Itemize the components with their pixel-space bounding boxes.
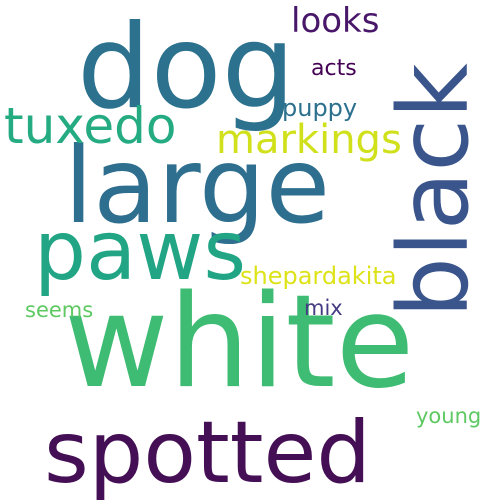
word-puppy: puppy — [282, 94, 358, 122]
word-looks: looks — [291, 1, 380, 41]
word-young: young — [416, 404, 482, 428]
word-seems: seems — [25, 298, 94, 322]
word-black: black — [378, 63, 490, 318]
word-white: white — [64, 268, 415, 417]
word-spotted: spotted — [44, 403, 371, 500]
word-markings: markings — [216, 117, 402, 163]
word-acts: acts — [311, 56, 357, 81]
word-large: large — [64, 125, 331, 247]
word-mix: mix — [304, 296, 343, 320]
word-tuxedo: tuxedo — [4, 97, 177, 155]
word-paws: paws — [34, 204, 247, 299]
word-dog: dog — [77, 0, 296, 135]
word-shepardakita: shepardakita — [240, 262, 397, 290]
